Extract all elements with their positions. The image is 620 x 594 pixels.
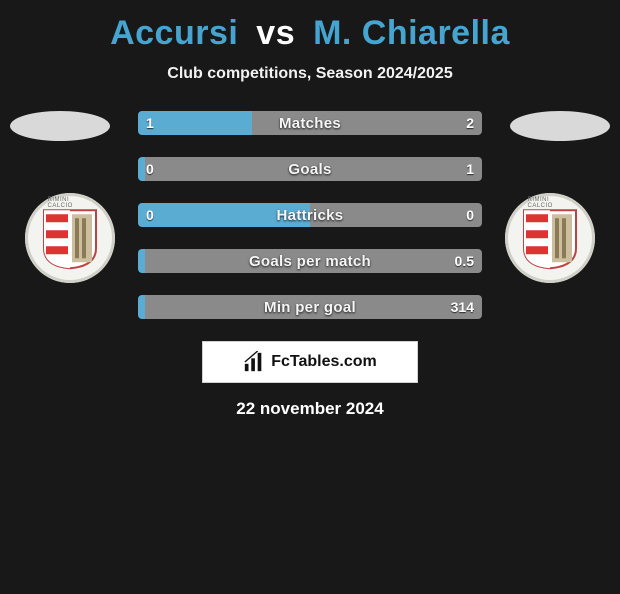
- crest-ring-text: RIMINI CALCIO: [48, 197, 93, 209]
- player2-bar-fill: [145, 295, 482, 319]
- metric-row: 01Goals: [138, 157, 482, 181]
- player1-value: 0: [138, 157, 162, 181]
- player1-bar-fill: [138, 203, 310, 227]
- player2-portrait-placeholder: [510, 111, 610, 141]
- date-label: 22 november 2024: [0, 399, 620, 419]
- player2-value: 0.5: [447, 249, 482, 273]
- player2-name: M. Chiarella: [313, 14, 510, 52]
- brand-box: FcTables.com: [202, 341, 418, 383]
- player2-value: 1: [458, 157, 482, 181]
- brand-label: FcTables.com: [271, 353, 377, 371]
- vs-label: vs: [256, 14, 295, 52]
- player1-club-crest: RIMINI CALCIO: [25, 193, 115, 283]
- page-title: Accursi vs M. Chiarella: [0, 14, 620, 53]
- player1-value: 0: [138, 203, 162, 227]
- player2-bar-fill: [145, 157, 482, 181]
- player2-value: 0: [458, 203, 482, 227]
- shield-icon: [42, 208, 98, 270]
- bars-chart-icon: [243, 351, 265, 373]
- metric-row: 0.5Goals per match: [138, 249, 482, 273]
- comparison-stage: RIMINI CALCIO RIMINI CALCIO 12Matches01G…: [0, 111, 620, 319]
- player2-bar-fill: [145, 249, 482, 273]
- shield-icon: [522, 208, 578, 270]
- player2-value: 314: [443, 295, 482, 319]
- player1-portrait-placeholder: [10, 111, 110, 141]
- metric-row: 314Min per goal: [138, 295, 482, 319]
- player2-club-crest: RIMINI CALCIO: [505, 193, 595, 283]
- subtitle: Club competitions, Season 2024/2025: [0, 65, 620, 83]
- metric-row: 12Matches: [138, 111, 482, 135]
- player1-name: Accursi: [110, 14, 238, 52]
- metric-bars: 12Matches01Goals00Hattricks0.5Goals per …: [138, 111, 482, 319]
- player1-value: [138, 295, 154, 319]
- metric-row: 00Hattricks: [138, 203, 482, 227]
- player2-bar-fill: [310, 203, 482, 227]
- player2-value: 2: [458, 111, 482, 135]
- player1-value: [138, 249, 154, 273]
- player2-bar-fill: [252, 111, 482, 135]
- crest-ring-text: RIMINI CALCIO: [528, 197, 573, 209]
- player1-value: 1: [138, 111, 162, 135]
